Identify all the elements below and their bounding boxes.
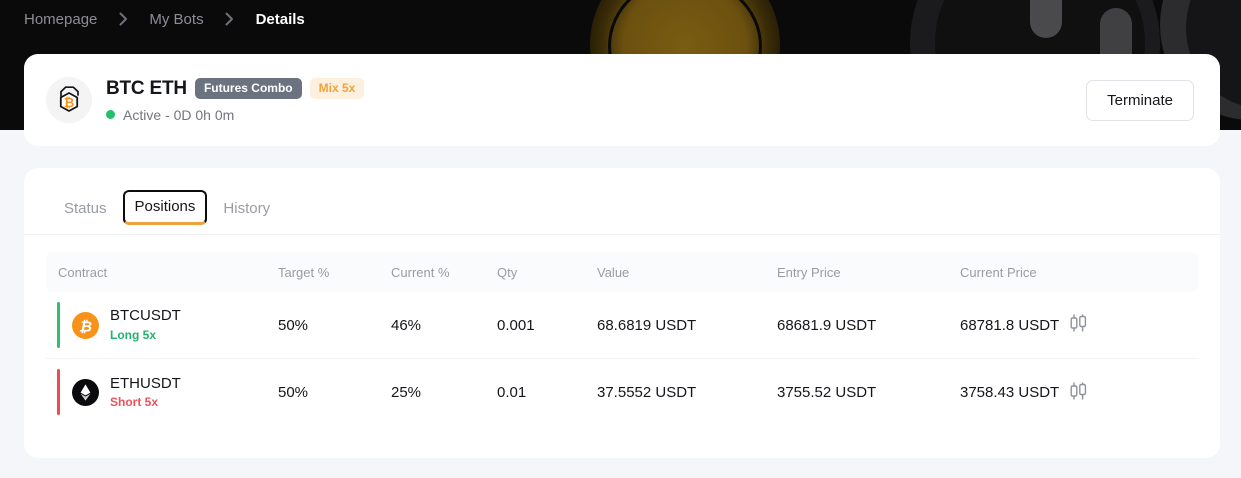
- candlestick-chart-icon[interactable]: [1069, 313, 1088, 337]
- breadcrumb-item-details: Details: [255, 10, 305, 28]
- contract-side: Long 5x: [110, 327, 157, 342]
- cell-target-pct: 50%: [278, 316, 309, 334]
- candlestick-chart-icon[interactable]: [1069, 381, 1088, 405]
- bitcoin-icon: ₿: [72, 311, 99, 339]
- positions-table: Contract Target % Current % Qty Value En…: [46, 252, 1198, 426]
- bot-status: Active - 0D 0h 0m: [106, 107, 1086, 123]
- table-row[interactable]: ₿ BTCUSDT Long 5x 50% 46% 0.001 68.6819 …: [46, 292, 1198, 359]
- cell-current-price: 68781.8 USDT: [960, 313, 1198, 337]
- bot-meta: BTC ETH Futures Combo Mix 5x Active - 0D…: [106, 78, 1086, 123]
- breadcrumb: Homepage My Bots Details: [24, 0, 305, 38]
- svg-text:₿: ₿: [64, 95, 75, 110]
- cell-qty: 0.01: [497, 384, 527, 401]
- cell-current-price: 3758.43 USDT: [960, 381, 1198, 405]
- cell-contract: ₿ BTCUSDT Long 5x: [46, 307, 278, 343]
- chevron-right-icon-2: [204, 12, 256, 26]
- cell-current-pct: 25%: [391, 384, 422, 401]
- position-side-indicator-long: [57, 302, 60, 348]
- position-side-indicator-short: [57, 369, 60, 415]
- bitcoin-hexagon-icon: ₿: [46, 77, 92, 123]
- cell-entry-price: 3755.52 USDT: [777, 384, 877, 401]
- column-header-current-price: Current Price: [960, 264, 1037, 280]
- dark-pill-shape-1: [1030, 0, 1062, 38]
- positions-panel: Status Positions History Contract Target…: [24, 168, 1220, 458]
- bot-title: BTC ETH: [106, 77, 187, 99]
- contract-side: Short 5x: [110, 395, 159, 410]
- cell-value: 68.6819 USDT: [597, 316, 697, 334]
- svg-text:₿: ₿: [79, 318, 92, 335]
- status-dot-active-icon: [106, 110, 115, 119]
- table-row[interactable]: ETHUSDT Short 5x 50% 25% 0.01 37.5552 US…: [46, 359, 1198, 426]
- cell-contract: ETHUSDT Short 5x: [46, 375, 278, 411]
- bot-status-text: Active - 0D 0h 0m: [123, 106, 235, 123]
- chevron-right-icon: [97, 12, 149, 26]
- tab-bar: Status Positions History: [46, 190, 1198, 234]
- terminate-button[interactable]: Terminate: [1086, 79, 1194, 121]
- tab-status[interactable]: Status: [64, 200, 107, 217]
- bot-header-card: ₿ BTC ETH Futures Combo Mix 5x Active - …: [24, 54, 1220, 146]
- column-header-qty: Qty: [497, 264, 518, 280]
- current-price-value: 68781.8 USDT: [960, 316, 1060, 334]
- column-header-entry-price: Entry Price: [777, 264, 841, 280]
- cell-value: 37.5552 USDT: [597, 384, 697, 401]
- column-header-target-pct: Target %: [278, 264, 330, 280]
- contract-symbol: ETHUSDT: [110, 374, 181, 392]
- column-header-current-pct: Current %: [391, 264, 450, 280]
- tab-history[interactable]: History: [223, 200, 271, 217]
- breadcrumb-item-my-bots[interactable]: My Bots: [149, 10, 204, 28]
- table-header-row: Contract Target % Current % Qty Value En…: [46, 252, 1198, 292]
- tab-positions[interactable]: Positions: [122, 190, 208, 225]
- cell-qty: 0.001: [497, 316, 535, 334]
- bot-type-badge: Futures Combo: [194, 78, 302, 99]
- current-price-value: 3758.43 USDT: [960, 384, 1060, 401]
- tab-bar-divider: [24, 234, 1220, 235]
- ethereum-icon: [72, 379, 99, 406]
- cell-target-pct: 50%: [278, 384, 309, 401]
- contract-symbol: BTCUSDT: [110, 307, 181, 325]
- bot-title-row: BTC ETH Futures Combo Mix 5x: [106, 78, 1086, 100]
- bot-leverage-badge: Mix 5x: [309, 78, 365, 99]
- column-header-value: Value: [597, 264, 630, 280]
- breadcrumb-item-homepage[interactable]: Homepage: [24, 10, 98, 28]
- column-header-contract: Contract: [58, 264, 108, 280]
- cell-entry-price: 68681.9 USDT: [777, 316, 877, 334]
- cell-current-pct: 46%: [391, 316, 422, 334]
